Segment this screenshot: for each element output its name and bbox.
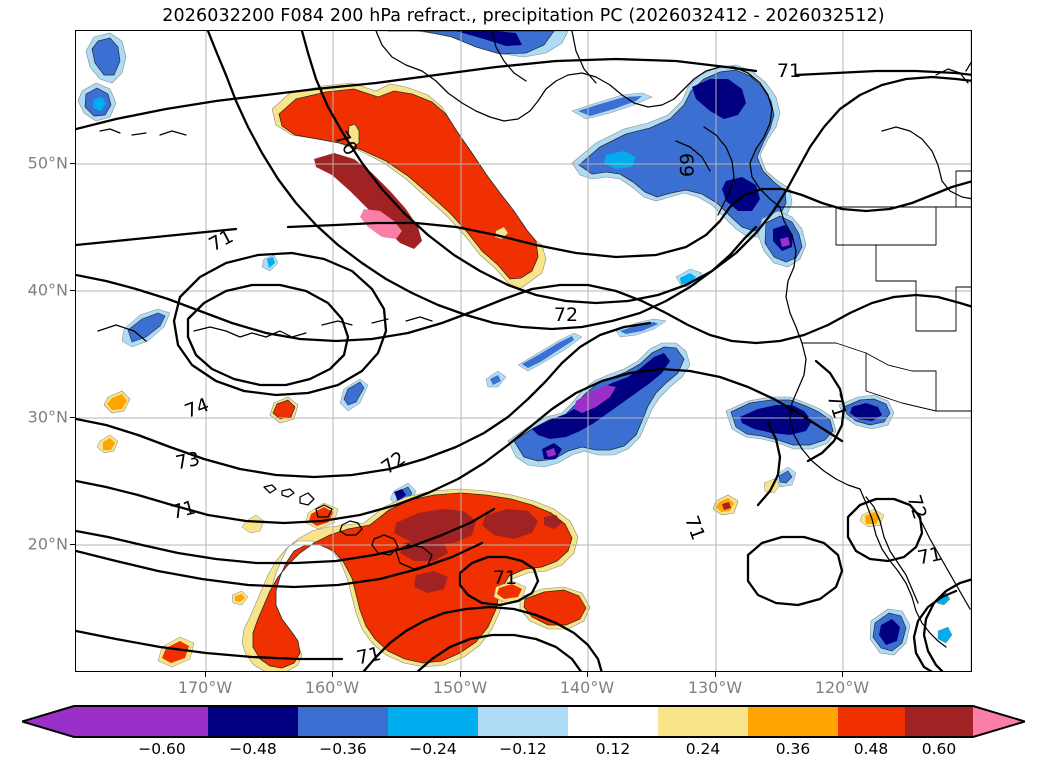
contour-label-72a: 72 [554, 304, 578, 326]
colorbar-label-4: −0.12 [499, 740, 547, 758]
map-gridlines [76, 31, 971, 671]
colorbar-label-5: 0.12 [595, 740, 631, 758]
contour-label-71a: 71 [777, 60, 801, 82]
colorbar-label-1: −0.48 [229, 740, 277, 758]
shading-negative-aleutians [77, 32, 127, 122]
y-tickmark-50 [70, 163, 75, 165]
contour-label-73: 73 [174, 448, 202, 475]
colorbar-seg-8 [838, 706, 905, 737]
shading-negative-baja [725, 394, 895, 450]
colorbar-label-2: −0.36 [319, 740, 367, 758]
y-axis-label-20n: 20°N [27, 534, 68, 554]
x-axis-label-160w: 160°W [304, 678, 360, 697]
x-tickmark-150w [460, 672, 462, 677]
x-tickmark-130w [715, 672, 717, 677]
colorbar-label-6: 0.24 [685, 740, 721, 758]
x-axis-label-150w: 150°W [432, 678, 488, 697]
y-axis-label-30n: 30°N [27, 407, 68, 427]
colorbar-label-8: 0.48 [853, 740, 889, 758]
map-coastlines [97, 31, 971, 648]
map-plot-area: 71 69 70 71 72 74 73 72 71 71 71 72 71 7… [28, 30, 972, 697]
contour-label-69: 69 [675, 153, 697, 177]
shading-negative-small-patches [121, 254, 953, 656]
contour-label-72c: 72 [903, 492, 931, 522]
colorbar-seg-9 [905, 706, 973, 737]
shading-negative-oregon-coast [757, 210, 807, 268]
contour-label-71c: 71 [169, 496, 198, 524]
chart-title: 2026032200 F084 200 hPa refract., precip… [162, 6, 885, 26]
x-tickmark-170w [205, 672, 207, 677]
map-canvas[interactable]: 71 69 70 71 72 74 73 72 71 71 71 72 71 7… [76, 31, 972, 672]
shading-negative-alaska-top [376, 31, 569, 58]
x-axis-label-120w: 120°W [814, 678, 870, 697]
contour-labels: 71 69 70 71 72 74 73 72 71 71 71 72 71 7… [169, 60, 944, 669]
colorbar-tick-labels: −0.60 −0.48 −0.36 −0.24 −0.12 0.12 0.24 … [22, 740, 1025, 764]
contour-label-71g: 71 [916, 543, 944, 570]
y-axis-label-40n: 40°N [27, 280, 68, 300]
colorbar-seg-1 [208, 706, 298, 737]
contour-label-71h: 71 [355, 643, 383, 670]
colorbar-label-7: 0.36 [775, 740, 811, 758]
x-axis-label-170w: 170°W [177, 678, 233, 697]
x-axis-label-140w: 140°W [559, 678, 615, 697]
y-axis-label-50n: 50°N [27, 153, 68, 173]
y-tickmark-40 [70, 290, 75, 292]
colorbar[interactable] [22, 705, 1025, 738]
x-tickmark-120w [842, 672, 844, 677]
colorbar-label-0: −0.60 [138, 740, 186, 758]
shading-negative-wisps [485, 92, 703, 388]
colorbar-segments [22, 706, 1025, 737]
colorbar-outline [22, 705, 1025, 738]
colorbar-seg-6 [658, 706, 748, 737]
y-tickmark-30 [70, 417, 75, 419]
colorbar-seg-7 [748, 706, 838, 737]
contour-label-71e: 71 [493, 567, 517, 589]
refractivity-contours [76, 31, 971, 671]
y-tickmark-20 [70, 544, 75, 546]
colorbar-label-3: −0.24 [409, 740, 457, 758]
colorbar-seg-4 [478, 706, 568, 737]
colorbar-seg-3 [388, 706, 478, 737]
colorbar-extend-low [22, 706, 74, 737]
colorbar-extend-high [973, 706, 1025, 737]
contour-label-71f: 71 [680, 513, 709, 543]
x-axis-label-130w: 130°W [687, 678, 743, 697]
colorbar-seg-2 [298, 706, 388, 737]
x-tickmark-160w [332, 672, 334, 677]
colorbar-seg-5 [568, 706, 658, 737]
x-tickmark-140w [587, 672, 589, 677]
contour-label-72b: 72 [377, 447, 409, 479]
map-axes-frame: 71 69 70 71 72 74 73 72 71 71 71 72 71 7… [75, 30, 972, 672]
colorbar-seg-0 [74, 706, 208, 737]
colorbar-label-9: 0.60 [921, 740, 957, 758]
colorbar-svg[interactable] [22, 705, 1025, 738]
